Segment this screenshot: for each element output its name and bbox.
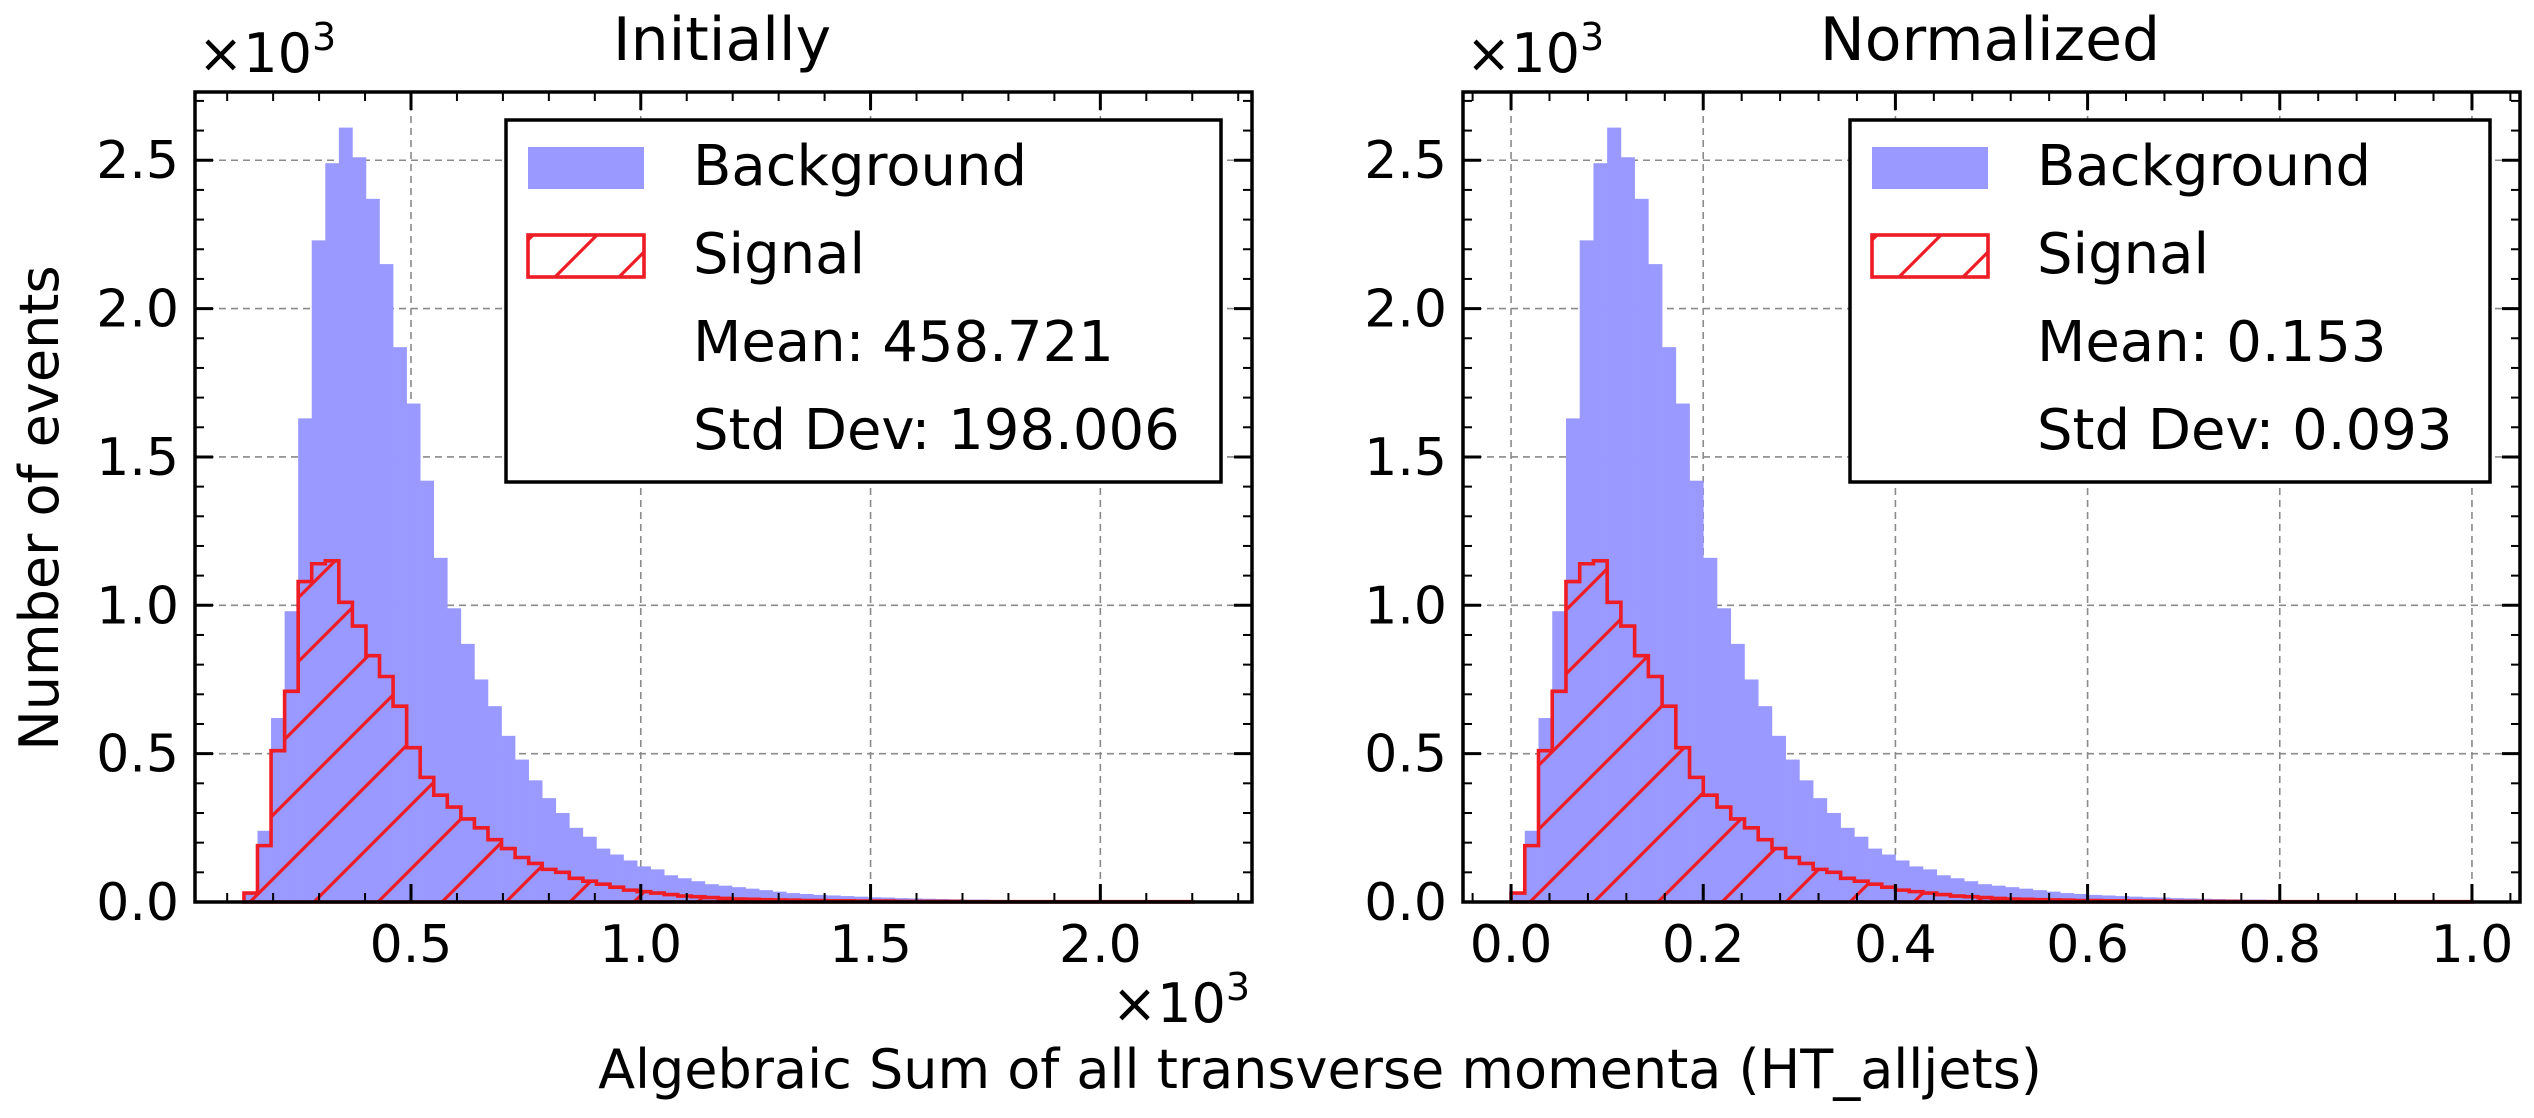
y-tick-label: 1.5: [96, 428, 179, 488]
panel-title: Normalized: [1820, 5, 2160, 75]
background-bar: [2087, 894, 2102, 902]
legend-background-swatch: [528, 147, 644, 189]
legend-signal-swatch: [526, 233, 646, 279]
legend-mean-text: Mean: 458.721: [693, 310, 1114, 375]
y-tick-label: 0.5: [96, 725, 179, 785]
panel-normalized: Normalized ×103 0.0 0.2 0.4 0.6 0.8 1.0 0.0 0.5…: [1364, 5, 2522, 975]
axes-frame: [1461, 90, 2522, 904]
panel-title: Initially: [613, 5, 831, 75]
x-tick-label: 0.0: [1470, 915, 1553, 975]
legend-background-swatch: [1872, 147, 1988, 189]
legend-background-label: Background: [693, 134, 1027, 199]
y-tick-label: 0.0: [96, 873, 179, 933]
x-tick-label: 2.0: [1059, 915, 1142, 975]
legend-signal-label: Signal: [2037, 222, 2209, 287]
y-tick-label: 2.5: [1364, 131, 1447, 191]
x-tick-label: 0.2: [1662, 915, 1745, 975]
background-bar: [2074, 893, 2089, 902]
x-tick-label: 0.4: [1854, 915, 1937, 975]
y-tick-label: 2.5: [96, 131, 179, 191]
y-tick-label: 0.0: [1364, 873, 1447, 933]
background-bar: [2101, 895, 2116, 902]
y-tick-label: 2.0: [1364, 280, 1447, 340]
panel-initially: Initially ×103 0.5 1.0 1.5 2.0 0.0 0.5 1.0 1.5 2…: [96, 5, 1254, 975]
y-multiplier-label: ×103: [198, 15, 336, 85]
background-bar: [759, 890, 773, 902]
y-tick-label: 1.0: [1364, 576, 1447, 636]
legend-background-label: Background: [2037, 134, 2371, 199]
background-bar: [813, 894, 828, 902]
x-tick-label: 1.0: [2431, 915, 2514, 975]
x-tick-label: 0.6: [2046, 915, 2129, 975]
x-tick-label: 1.5: [829, 915, 912, 975]
x-multiplier-label: ×103: [1112, 965, 1250, 1035]
x-tick-label: 0.8: [2238, 915, 2321, 975]
x-tick-label: 1.0: [599, 915, 682, 975]
background-bar: [2046, 891, 2061, 902]
y-multiplier-label: ×103: [1466, 15, 1604, 85]
legend-std-text: Std Dev: 0.093: [2037, 398, 2453, 463]
background-bar: [2060, 893, 2075, 902]
axes-frame: [193, 90, 1254, 904]
y-tick-label: 0.5: [1364, 725, 1447, 785]
legend-signal-label: Signal: [693, 222, 865, 287]
background-bar: [826, 895, 841, 902]
background-bar: [786, 893, 801, 902]
y-axis-label: Number of events: [8, 265, 71, 750]
legend-mean-text: Mean: 0.153: [2037, 310, 2387, 375]
background-bar: [2032, 890, 2047, 902]
legend-signal-swatch: [1870, 233, 1990, 279]
background-bar: [799, 893, 814, 902]
legend-std-text: Std Dev: 198.006: [693, 398, 1180, 463]
x-tick-label: 0.5: [370, 915, 453, 975]
x-axis-label: Algebraic Sum of all transverse momenta …: [598, 1038, 2042, 1101]
y-tick-label: 1.5: [1364, 428, 1447, 488]
y-tick-label: 2.0: [96, 280, 179, 340]
y-tick-label: 1.0: [96, 576, 179, 636]
